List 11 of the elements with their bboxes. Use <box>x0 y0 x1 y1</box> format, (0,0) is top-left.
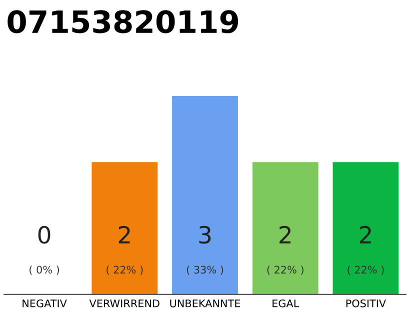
data-label: 2 ( 22% ) <box>106 226 143 275</box>
chart-title: 07153820119 <box>8 10 238 34</box>
x-tick-label: VERWIRREND <box>89 300 160 308</box>
data-label: 3 ( 33% ) <box>186 226 224 275</box>
data-label: 2 ( 22% ) <box>348 226 384 275</box>
x-tick-label: NEGATIV <box>22 299 67 308</box>
x-tick-label: UNBEKANNTE <box>170 300 240 308</box>
data-label: 0 ( 0% ) <box>30 226 60 275</box>
data-label: 2 ( 22% ) <box>267 226 304 275</box>
x-tick-label: POSITIV <box>346 299 386 308</box>
x-tick-label: EGAL <box>272 299 300 308</box>
